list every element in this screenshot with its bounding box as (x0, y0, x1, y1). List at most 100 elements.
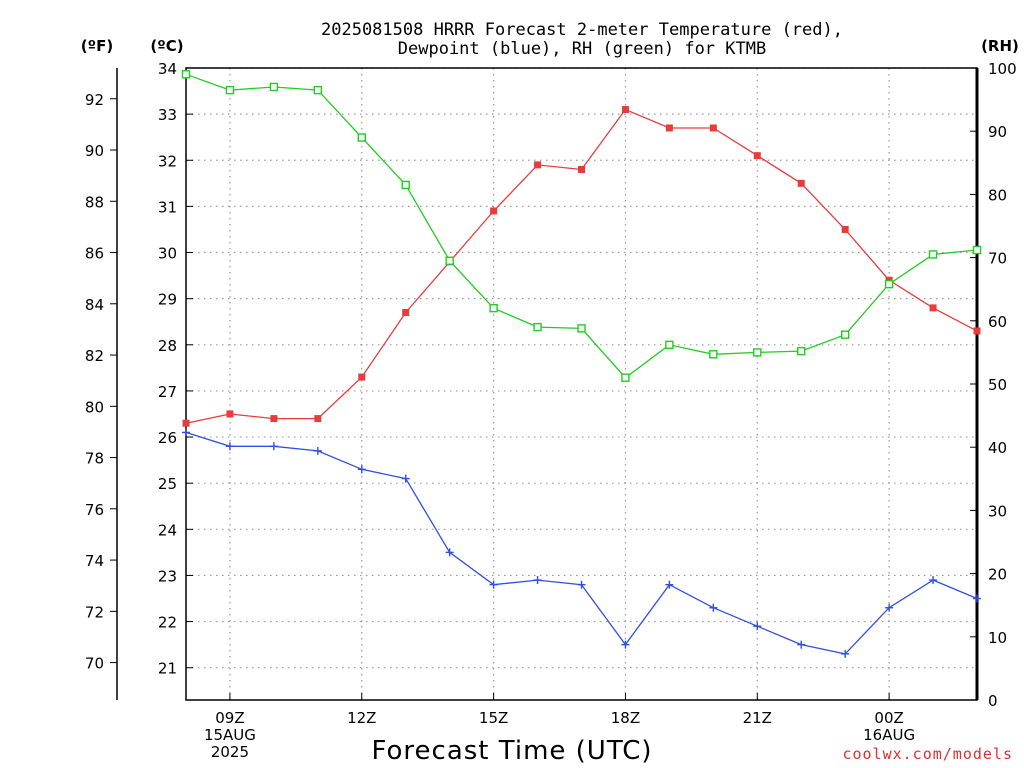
x-tick-label: 15Z (479, 709, 508, 727)
dewpoint-point (269, 442, 278, 451)
temperature-point (709, 124, 717, 132)
rh-axis-unit: (RH) (981, 37, 1019, 55)
x-axis-label: Forecast Time (UTC) (371, 736, 652, 766)
fahrenheit-tick-label: 70 (85, 655, 104, 673)
tick-label-layer: 21 22 23 24 25 26 27 28 29 30 31 32 33 34 70 72 74 76 78 80… (85, 60, 1017, 761)
temperature-point (621, 106, 629, 114)
rh-point (533, 322, 542, 332)
rh-tick-label: 40 (988, 439, 1007, 457)
rh-tick-label: 20 (988, 566, 1007, 584)
rh-point (313, 85, 323, 95)
rh-point (621, 373, 630, 382)
x-tick-label: 18Z (611, 709, 640, 727)
rh-point (709, 350, 718, 359)
fahrenheit-tick-label: 92 (85, 91, 104, 109)
rh-point (181, 70, 191, 79)
rh-tick-label: 90 (988, 123, 1007, 141)
fahrenheit-tick-label: 90 (85, 142, 104, 160)
fahrenheit-tick-label: 78 (85, 450, 104, 468)
rh-point (577, 324, 586, 333)
x-tick-label: 21Z (743, 709, 772, 727)
chart-title-line-2: Dewpoint (blue), RH (green) for KTMB (398, 39, 766, 59)
rh-tick-label: 60 (988, 313, 1007, 331)
fahrenheit-tick-label: 86 (85, 245, 104, 263)
temperature-point (534, 161, 542, 169)
dewpoint-point (621, 640, 630, 649)
celsius-tick-label: 22 (158, 614, 177, 632)
dewpoint-series-line (185, 431, 978, 655)
temperature-point (314, 415, 322, 423)
celsius-tick-label: 24 (158, 521, 177, 539)
fahrenheit-tick-label: 84 (85, 296, 104, 314)
fahrenheit-tick-label: 88 (85, 193, 104, 211)
dewpoint-point (577, 580, 586, 589)
dewpoint-point (445, 548, 454, 557)
fahrenheit-tick-label: 82 (85, 347, 104, 365)
rh-tick-label: 50 (988, 376, 1007, 394)
rh-tick-label: 10 (988, 629, 1007, 647)
dewpoint-point (973, 594, 981, 603)
temperature-point (358, 373, 366, 381)
dewpoint-point (709, 603, 718, 612)
dewpoint-point (225, 442, 234, 451)
celsius-tick-label: 32 (158, 152, 177, 170)
celsius-tick-label: 28 (158, 337, 177, 355)
temperature-point (929, 304, 937, 312)
dewpoint-point (313, 446, 322, 455)
x-tick-label: 00Z (874, 709, 903, 727)
celsius-tick-label: 26 (158, 429, 177, 447)
celsius-tick-label: 21 (158, 660, 177, 678)
rh-tick-label: 0 (988, 692, 998, 710)
temperature-point (797, 179, 805, 187)
rh-point (225, 85, 235, 95)
celsius-tick-label: 33 (158, 106, 177, 124)
dewpoint-point (401, 474, 410, 483)
temperature-point (665, 124, 673, 132)
celsius-tick-label: 25 (158, 475, 177, 493)
chart-title-line-1: 2025081508 HRRR Forecast 2-meter Tempera… (321, 20, 843, 40)
fahrenheit-tick-label: 80 (85, 398, 104, 416)
rh-point (269, 82, 279, 92)
fahrenheit-tick-label: 72 (85, 603, 104, 621)
x-tick-label: 09Z (215, 709, 244, 727)
dewpoint-point (665, 580, 674, 589)
plot-frame (185, 67, 978, 701)
fahrenheit-axis-unit: (ºF) (81, 37, 113, 55)
dewpoint-point (533, 576, 542, 585)
x-tick-label: 2025 (211, 743, 249, 761)
x-tick-label: 15AUG (204, 726, 256, 744)
dewpoint-point (797, 640, 806, 649)
axis-layer (116, 67, 979, 701)
fahrenheit-tick-label: 74 (85, 552, 104, 570)
celsius-tick-label: 34 (158, 60, 177, 78)
temperature-point (841, 225, 849, 233)
rh-point (797, 346, 806, 356)
credit-text: coolwx.com/models (842, 745, 1013, 763)
rh-tick-label: 30 (988, 502, 1007, 520)
rh-point (445, 256, 454, 265)
celsius-axis-unit: (ºC) (150, 37, 183, 55)
rh-point (928, 250, 938, 259)
rh-point (840, 330, 850, 339)
rh-point (489, 303, 498, 313)
celsius-tick-label: 31 (158, 198, 177, 216)
x-tick-label: 16AUG (863, 726, 915, 744)
temperature-point (402, 308, 410, 316)
dewpoint-point (489, 580, 498, 589)
temperature-series-line (185, 108, 978, 424)
rh-point (972, 245, 982, 255)
celsius-tick-label: 30 (158, 245, 177, 263)
celsius-tick-label: 29 (158, 291, 177, 309)
rh-tick-label: 70 (988, 250, 1007, 268)
temperature-point (490, 207, 498, 215)
celsius-tick-label: 23 (158, 567, 177, 585)
x-tick-label: 12Z (347, 709, 376, 727)
temperature-point (270, 415, 278, 423)
dewpoint-point (885, 603, 894, 612)
dewpoint-point (929, 576, 938, 585)
rh-point (753, 348, 762, 357)
temperature-point (753, 152, 761, 160)
dewpoint-point (357, 465, 366, 474)
rh-tick-label: 80 (988, 186, 1007, 204)
